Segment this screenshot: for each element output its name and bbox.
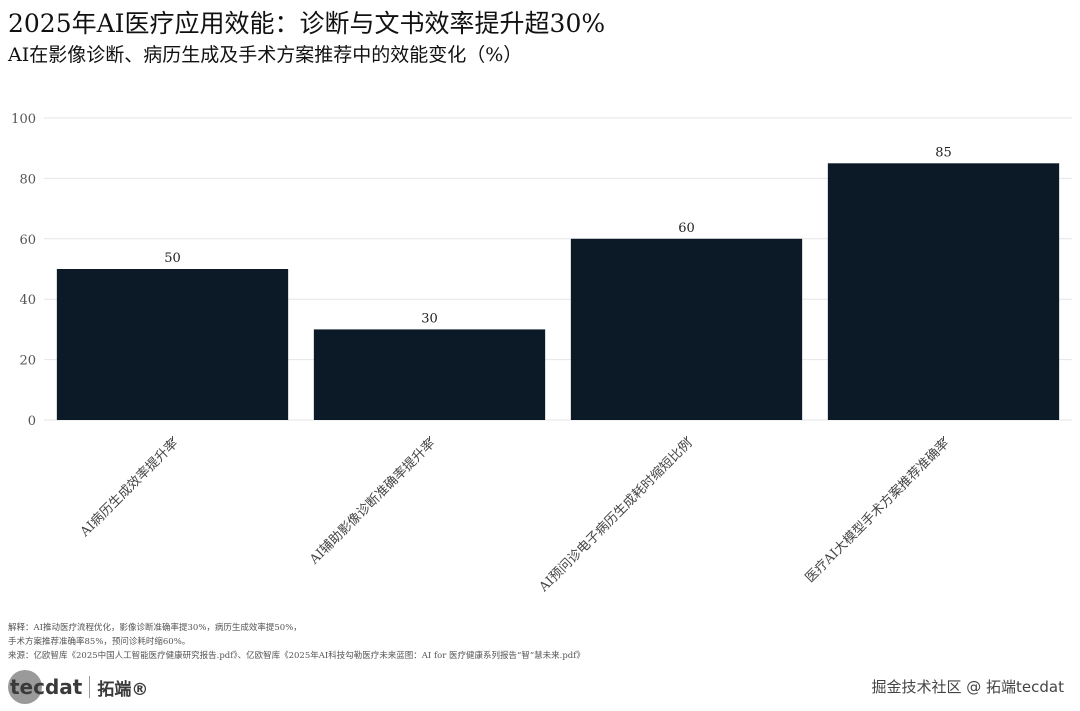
- x-tick-label: AI病历生成效率提升率: [76, 436, 181, 541]
- bar-value-label: 85: [935, 145, 952, 160]
- y-tick-label: 100: [11, 112, 36, 127]
- brand-logo: tecdat 拓端®: [8, 670, 148, 704]
- y-tick-label: 80: [19, 172, 36, 187]
- bar: [570, 238, 803, 420]
- source-line: 来源：亿欧智库《2025中国人工智能医疗健康研究报告.pdf》、亿欧智库《202…: [8, 651, 585, 661]
- note-line: 手术方案推荐准确率85%，预问诊耗时缩60%。: [8, 637, 191, 647]
- note-line: 解释：AI推动医疗流程优化，影像诊断准确率提30%，病历生成效率提50%，: [8, 623, 302, 633]
- logo-cn-text: 拓端®: [97, 679, 149, 700]
- chart-title: 2025年AI医疗应用效能：诊断与文书效率提升超30%: [8, 9, 606, 38]
- y-tick-label: 60: [19, 233, 36, 248]
- chart-notes: 解释：AI推动医疗流程优化，影像诊断准确率提30%，病历生成效率提50%， 手术…: [8, 621, 585, 663]
- y-tick-label: 0: [28, 414, 36, 429]
- x-tick-label: 医疗AI大模型手术方案推荐准确率: [802, 436, 952, 586]
- bar-value-label: 50: [164, 251, 181, 266]
- bar: [313, 329, 546, 420]
- bar-chart: 0 20 40 60 80 100 50 AI病历生成效率提升率 30 AI辅助影像诊断准确率提升…: [11, 112, 1072, 596]
- logo-circle-icon: [8, 670, 42, 704]
- bar-value-label: 30: [421, 311, 438, 326]
- y-tick-label: 20: [19, 354, 36, 369]
- x-tick-label: AI辅助影像诊断准确率提升率: [306, 436, 439, 569]
- y-tick-label: 40: [19, 293, 36, 308]
- bar: [56, 269, 289, 420]
- logo-text: tecdat: [10, 675, 83, 699]
- logo-divider: [89, 676, 91, 698]
- chart-subtitle: AI在影像诊断、病历生成及手术方案推荐中的效能变化（%）: [8, 44, 523, 66]
- watermark: 掘金技术社区 @ 拓端tecdat: [871, 678, 1065, 696]
- x-tick-label: AI预问诊电子病历生成耗时缩短比例: [535, 436, 695, 596]
- bar: [827, 163, 1060, 421]
- bar-value-label: 60: [678, 221, 695, 236]
